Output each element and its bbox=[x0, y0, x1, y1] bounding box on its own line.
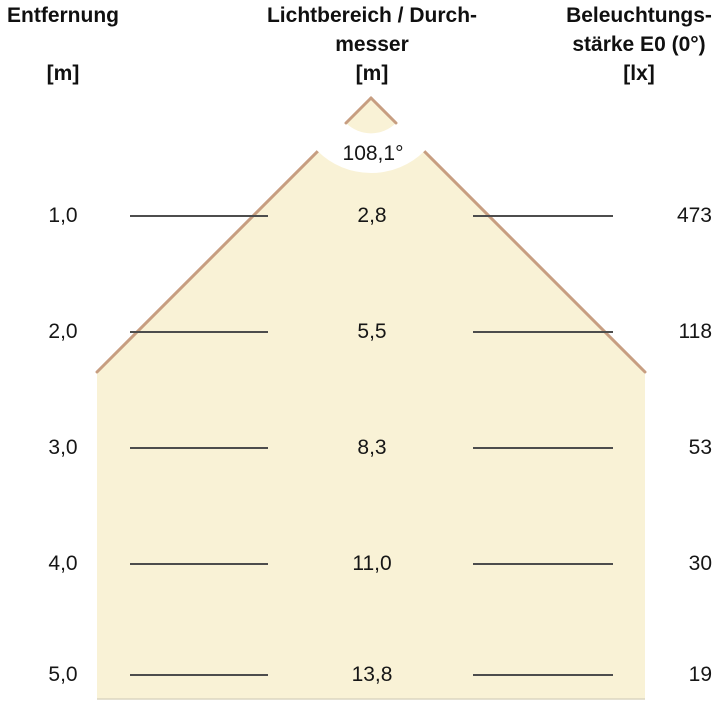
tick-line-right bbox=[473, 563, 613, 565]
column-header-diameter: Lichtbereich / Durch- messer [m] bbox=[250, 0, 494, 92]
light-cone-shape bbox=[97, 98, 645, 699]
tick-line-left bbox=[130, 447, 268, 449]
beam-origin-fan bbox=[346, 98, 396, 134]
diameter-header-unit: [m] bbox=[355, 62, 389, 85]
diameter-header-title-line2: messer bbox=[335, 33, 409, 56]
illuminance-header-title-line1: Beleuchtungs- bbox=[566, 4, 712, 27]
distance-value: 1,0 bbox=[48, 204, 78, 227]
diameter-value: 11,0 bbox=[352, 552, 392, 575]
diameter-header-title-line1: Lichtbereich / Durch- bbox=[266, 4, 478, 27]
column-header-distance: Entfernung [m] bbox=[0, 0, 126, 92]
illuminance-value: 473 bbox=[676, 204, 712, 227]
diameter-value: 5,5 bbox=[357, 320, 387, 343]
tick-line-left bbox=[130, 331, 268, 333]
illuminance-value: 118 bbox=[678, 320, 712, 343]
illuminance-value: 19 bbox=[688, 663, 712, 686]
distance-header-unit: [m] bbox=[46, 62, 80, 85]
illuminance-value: 53 bbox=[688, 436, 712, 459]
column-header-illuminance: Beleuchtungs- stärke E0 (0°) [lx] bbox=[558, 0, 720, 92]
tick-line-right bbox=[473, 215, 613, 217]
tick-line-right bbox=[473, 674, 613, 676]
distance-value: 2,0 bbox=[48, 320, 78, 343]
fan-right-edge bbox=[369, 96, 398, 125]
illuminance-value: 30 bbox=[688, 552, 712, 575]
illuminance-header-title-line2: stärke E0 (0°) bbox=[572, 33, 706, 56]
diameter-value: 13,8 bbox=[351, 663, 393, 686]
distance-value: 4,0 bbox=[48, 552, 78, 575]
fan-left-edge bbox=[344, 96, 373, 125]
tick-line-left bbox=[130, 563, 268, 565]
tick-line-left bbox=[130, 215, 268, 217]
distance-value: 5,0 bbox=[48, 663, 78, 686]
distance-value: 3,0 bbox=[48, 436, 78, 459]
tick-line-right bbox=[473, 331, 613, 333]
tick-line-right bbox=[473, 447, 613, 449]
illuminance-header-unit: [lx] bbox=[623, 62, 655, 85]
diameter-value: 8,3 bbox=[357, 436, 387, 459]
distance-header-title: Entfernung bbox=[7, 4, 119, 27]
beam-angle-value: 108,1° bbox=[342, 142, 404, 165]
tick-line-left bbox=[130, 674, 268, 676]
diameter-value: 2,8 bbox=[357, 204, 387, 227]
